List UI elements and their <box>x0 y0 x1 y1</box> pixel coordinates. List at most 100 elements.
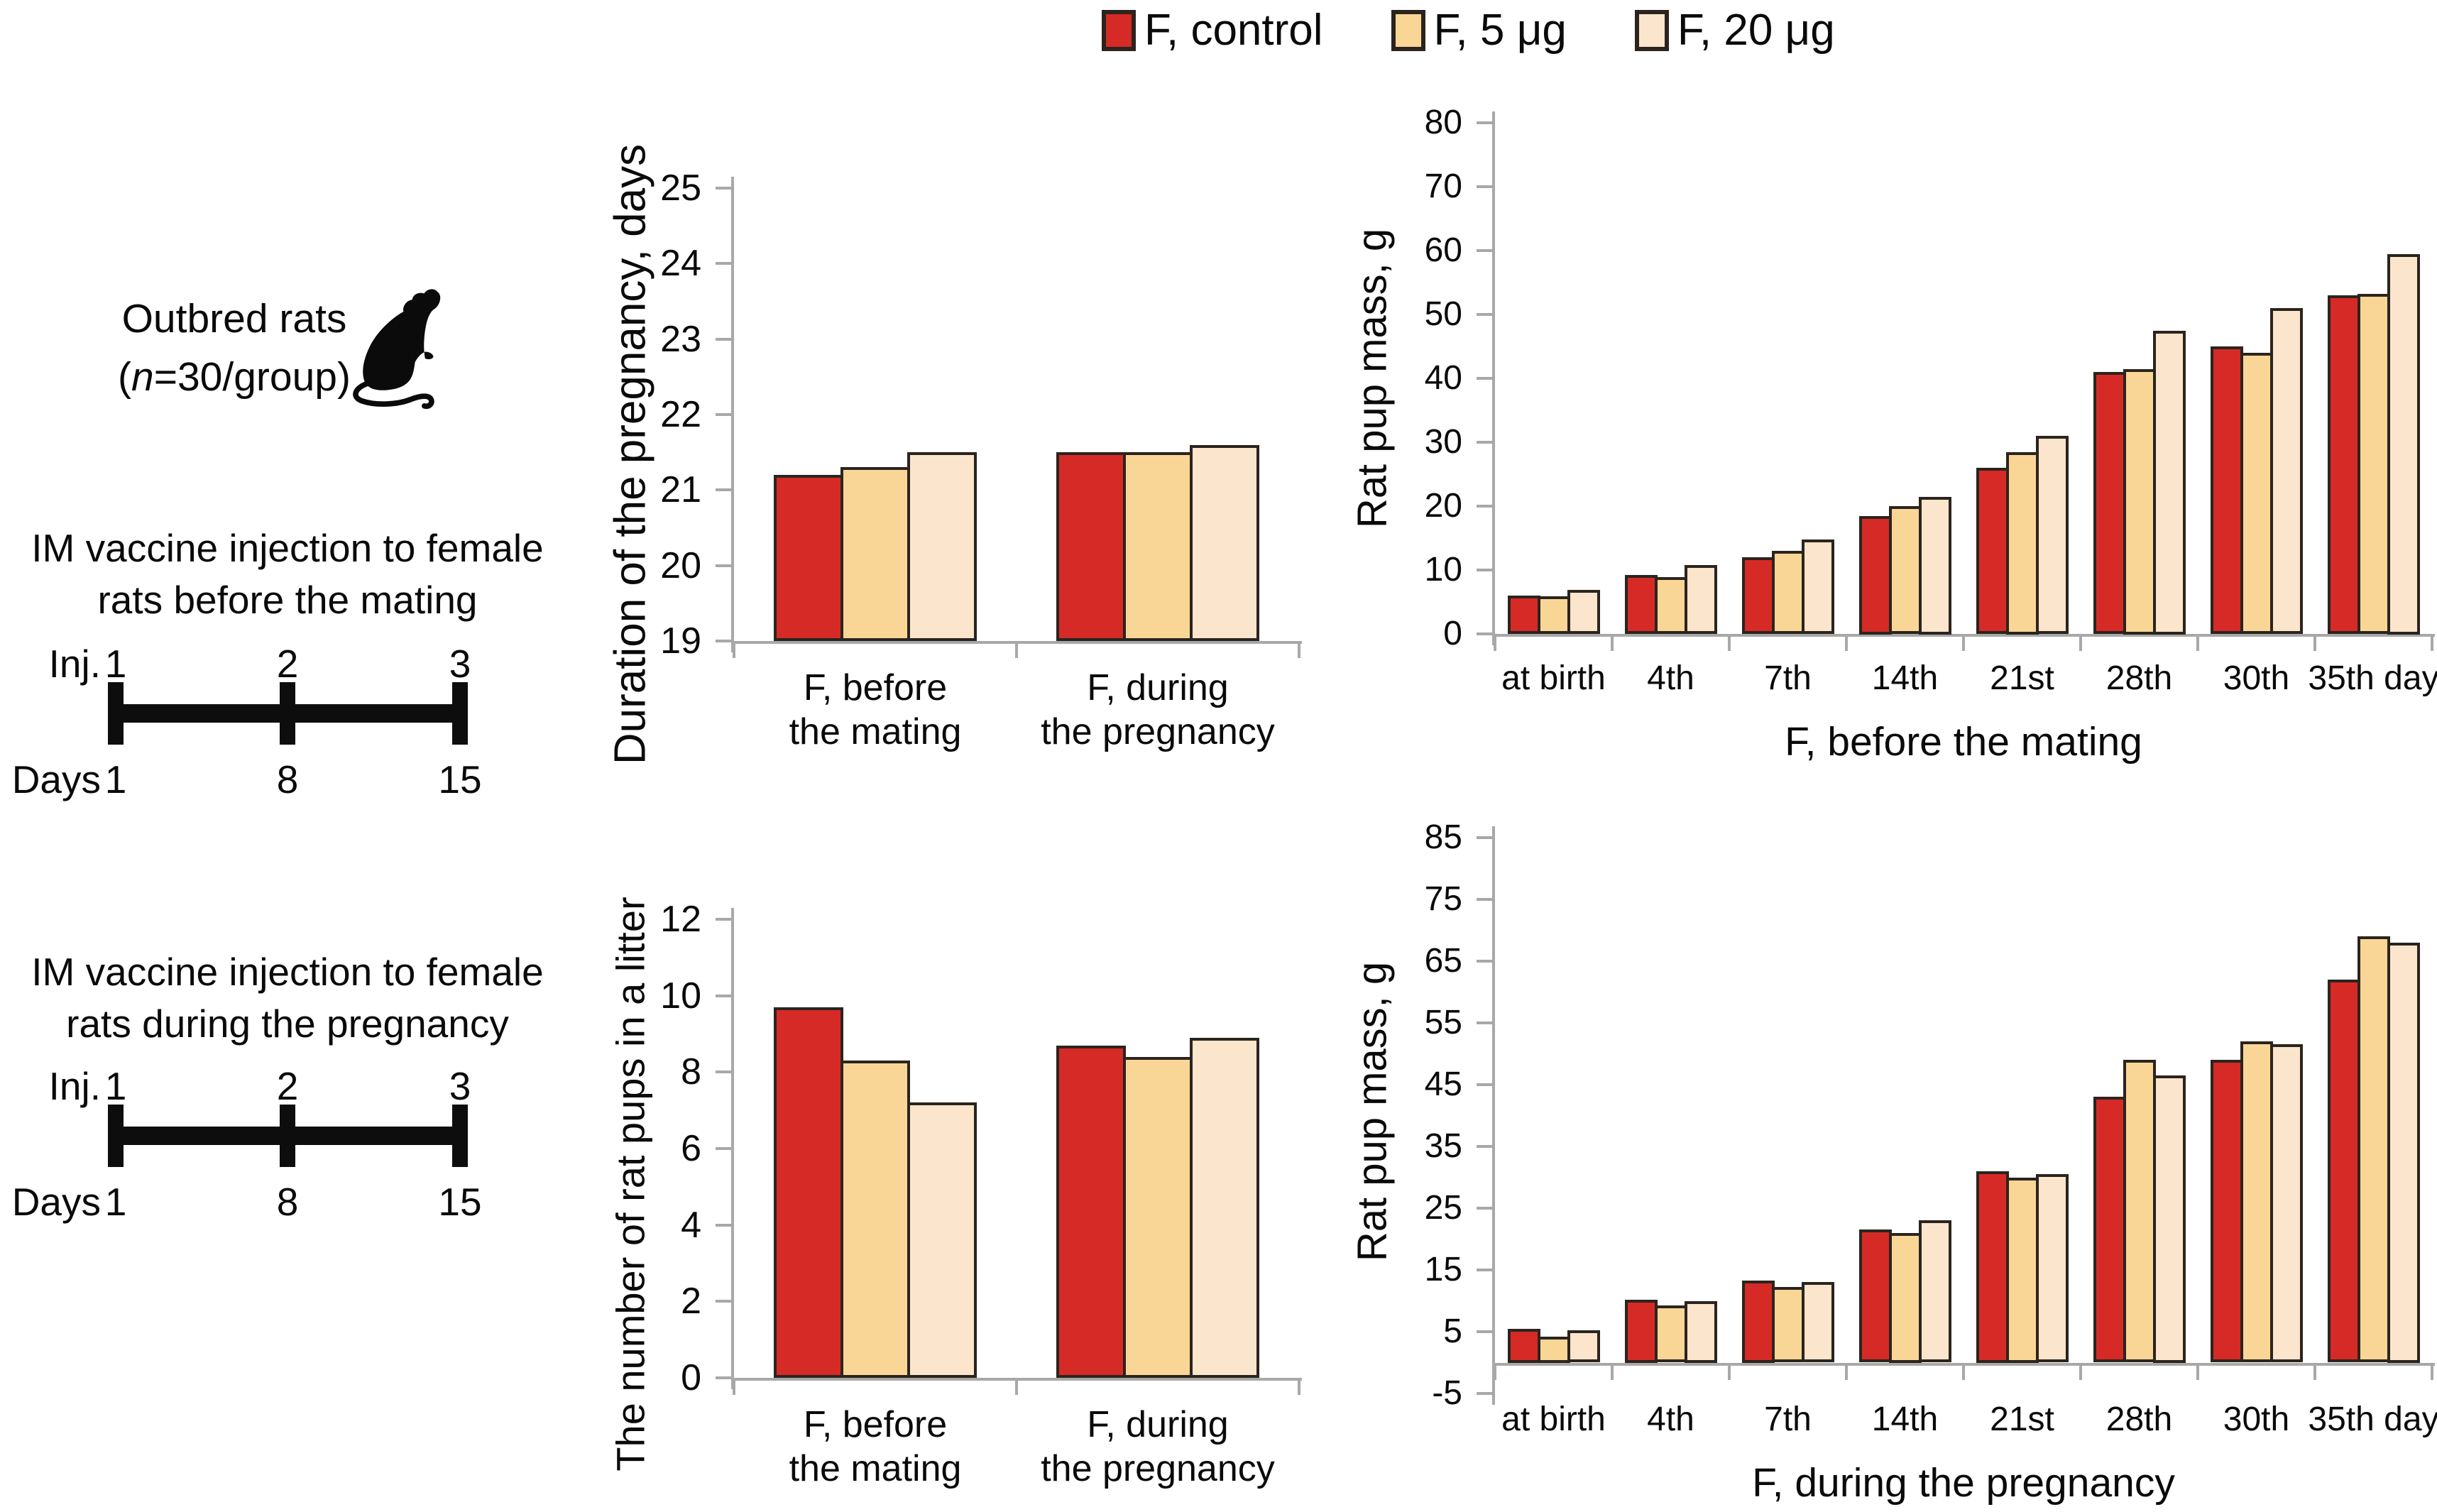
category-tick-mark <box>1962 1363 1965 1380</box>
rat-icon <box>353 289 441 410</box>
legend-swatch-icon <box>1391 10 1425 51</box>
bar-pup-mass-during-pregnancy-0 <box>1625 1300 1658 1363</box>
x-category-label: at birth <box>1501 659 1606 697</box>
bar-pup-mass-before-mating-0 <box>2093 372 2126 634</box>
subjects-line1: Outbred rats <box>121 296 347 341</box>
y-axis-line <box>1492 111 1495 645</box>
y-tick-mark <box>716 1224 731 1227</box>
x-category-label: 14th <box>1871 1401 1939 1438</box>
y-tick-label: 10 <box>660 975 701 1017</box>
category-tick-mark <box>1611 1363 1614 1380</box>
category-tick-mark <box>1845 1363 1848 1380</box>
y-tick-mark <box>1477 1392 1492 1395</box>
bar-pup-mass-before-mating-0 <box>1625 575 1658 634</box>
y-tick-label: 80 <box>1424 104 1462 141</box>
y-axis-line <box>731 908 734 1389</box>
x-axis-line <box>731 641 1302 644</box>
y-axis-title: Rat pup mass, g <box>1349 961 1396 1262</box>
y-tick-label: 5 <box>1443 1313 1462 1350</box>
x-axis-line <box>1492 634 2435 637</box>
x-category-label: 30th <box>2223 659 2290 697</box>
y-tick-label: 19 <box>660 620 701 662</box>
y-tick-label: 15 <box>1424 1251 1462 1288</box>
y-tick-mark <box>1477 632 1492 635</box>
y-tick-mark <box>716 564 731 567</box>
category-tick-mark <box>2196 1363 2199 1380</box>
y-tick-label: 20 <box>660 545 701 586</box>
timeline2-day-1: 1 <box>104 1180 127 1224</box>
y-tick-label: 23 <box>660 319 701 360</box>
bar-pup-mass-before-mating-2 <box>1567 590 1600 634</box>
timeline1-inj-3: 3 <box>449 642 471 686</box>
y-tick-mark <box>1477 1207 1492 1210</box>
x-axis-title: F, during the pregnancy <box>1752 1460 2175 1506</box>
y-tick-label: 55 <box>1424 1004 1462 1041</box>
bar-pup-mass-during-pregnancy-1 <box>1655 1305 1687 1362</box>
legend-label: F, control <box>1144 6 1323 55</box>
x-category-label: 4th <box>1647 1401 1694 1438</box>
category-tick-mark <box>1728 634 1731 651</box>
bar-pup-mass-during-pregnancy-0 <box>2328 980 2360 1362</box>
x-category-label: 14th <box>1871 659 1939 697</box>
y-tick-mark <box>1477 836 1492 839</box>
y-tick-mark <box>716 1300 731 1303</box>
subjects-text: Outbred rats (n=30/group) <box>99 290 369 406</box>
bar-pup-mass-before-mating-2 <box>2270 308 2303 634</box>
bar-pup-mass-during-pregnancy-1 <box>1772 1287 1805 1362</box>
y-tick-mark <box>716 1376 731 1379</box>
bar-pup-mass-before-mating-2 <box>2036 436 2069 634</box>
timeline1-title-line1: IM vaccine injection to female <box>31 526 544 570</box>
y-tick-mark <box>1477 505 1492 508</box>
category-tick-mark <box>2313 1363 2316 1380</box>
bar-pup-mass-during-pregnancy-0 <box>2093 1097 2126 1362</box>
bar-pup-mass-before-mating-2 <box>1919 497 1951 635</box>
x-category-label: 21st <box>1990 659 2054 697</box>
y-tick-mark <box>1477 960 1492 963</box>
timeline1-day-15: 15 <box>438 757 482 801</box>
x-axis-line <box>731 1378 1302 1381</box>
y-axis-title: Rat pup mass, g <box>1349 228 1396 529</box>
y-tick-mark <box>1477 441 1492 444</box>
y-tick-label: 65 <box>1424 942 1462 980</box>
bar-pup-mass-during-pregnancy-2 <box>2270 1044 2303 1362</box>
bar-pup-mass-before-mating-1 <box>2357 294 2390 634</box>
subjects-line2: (n=30/group) <box>118 354 351 400</box>
timeline1-days-label: Days <box>11 757 101 801</box>
y-tick-mark <box>716 262 731 265</box>
y-tick-label: 25 <box>1424 1189 1462 1227</box>
bar-litter-size-2 <box>1190 1038 1259 1378</box>
bar-pregnancy-duration-2 <box>907 452 977 641</box>
bar-pup-mass-before-mating-0 <box>1976 468 2009 634</box>
y-tick-label: 0 <box>1443 615 1462 652</box>
timeline1-inj-2: 2 <box>276 642 299 686</box>
x-category-label: 35th day <box>2308 1401 2437 1438</box>
category-tick-mark <box>1015 641 1018 658</box>
legend-label: F, 20 μg <box>1677 6 1835 55</box>
category-tick-mark <box>1298 1378 1300 1395</box>
y-tick-label: 2 <box>681 1281 701 1322</box>
y-tick-label: 24 <box>660 243 701 284</box>
timeline1-inj-label: Inj. <box>48 642 101 686</box>
category-tick-mark <box>1015 1378 1018 1395</box>
y-tick-mark <box>716 995 731 997</box>
y-tick-label: 8 <box>681 1051 701 1092</box>
timeline2-tick-3 <box>452 1105 468 1167</box>
timeline1-tick-2 <box>280 682 295 745</box>
timeline1-day-8: 8 <box>276 757 299 801</box>
y-tick-mark <box>1477 1269 1492 1271</box>
y-axis-title: The number of rat pups in a litter <box>608 897 653 1472</box>
bar-pregnancy-duration-0 <box>1056 452 1126 641</box>
x-category-label: F, during the pregnancy <box>1041 1404 1275 1489</box>
y-tick-label: -5 <box>1432 1374 1462 1412</box>
bar-pregnancy-duration-2 <box>1190 445 1259 641</box>
y-tick-mark <box>1477 1145 1492 1148</box>
timeline2-day-15: 15 <box>438 1180 482 1224</box>
bar-litter-size-1 <box>1123 1057 1193 1378</box>
timeline2-inj-2: 2 <box>276 1064 299 1108</box>
y-tick-label: 6 <box>681 1128 701 1169</box>
y-tick-mark <box>716 918 731 921</box>
y-tick-mark <box>716 488 731 491</box>
x-category-label: F, during the pregnancy <box>1041 667 1275 752</box>
